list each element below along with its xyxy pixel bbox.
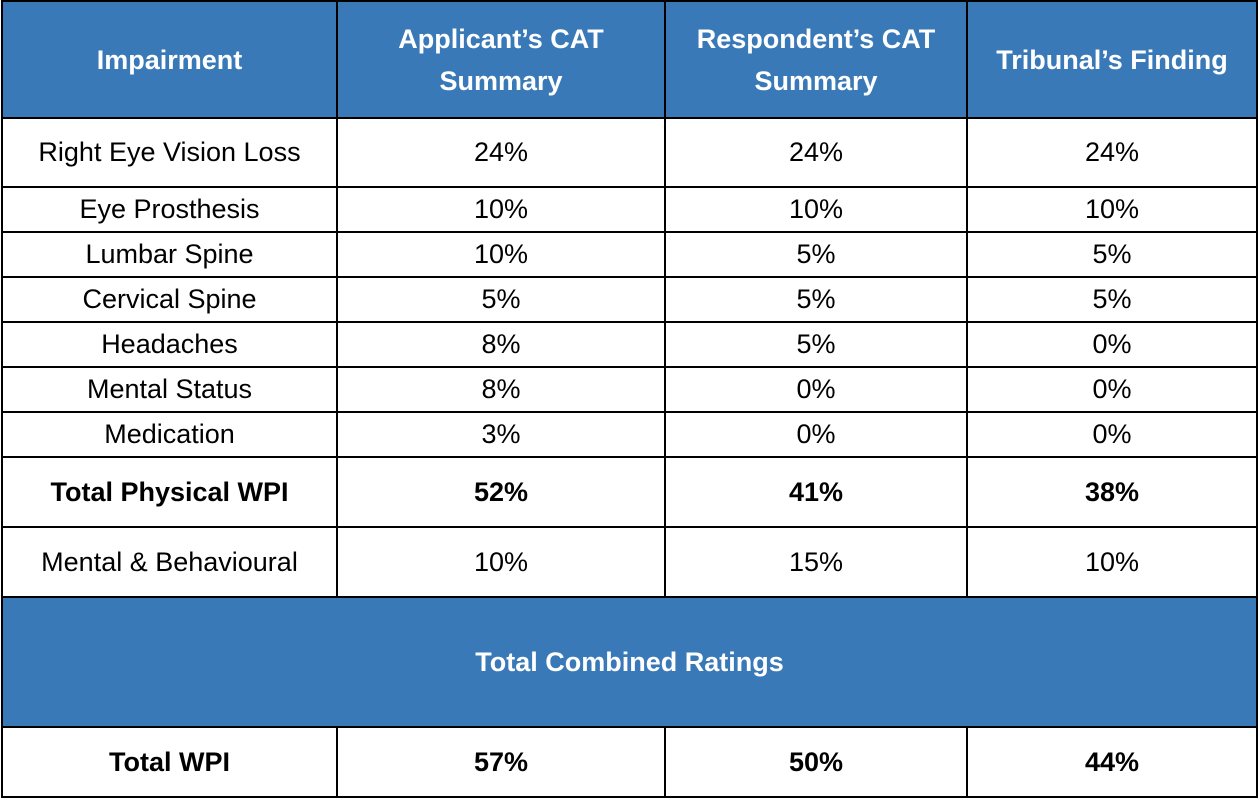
applicant-cell: 24% bbox=[336, 117, 666, 188]
respondent-cell: 5% bbox=[664, 276, 968, 323]
tribunal-cell: 24% bbox=[966, 117, 1258, 188]
applicant-cell: 5% bbox=[336, 276, 666, 323]
table-row: Right Eye Vision Loss 24% 24% 24% bbox=[1, 117, 1258, 188]
applicant-cell: 3% bbox=[336, 411, 666, 458]
header-applicant-cat-summary: Applicant’s CAT Summary bbox=[336, 0, 666, 119]
applicant-cell: 8% bbox=[336, 366, 666, 413]
total-wpi-applicant: 57% bbox=[336, 726, 666, 798]
total-wpi-respondent: 50% bbox=[664, 726, 968, 798]
total-physical-applicant: 52% bbox=[336, 456, 666, 528]
impairment-cell: Cervical Spine bbox=[1, 276, 338, 323]
respondent-cell: 5% bbox=[664, 231, 968, 278]
total-physical-label: Total Physical WPI bbox=[1, 456, 338, 528]
table-row: Headaches 8% 5% 0% bbox=[1, 321, 1258, 368]
table-row: Medication 3% 0% 0% bbox=[1, 411, 1258, 458]
table-row: Eye Prosthesis 10% 10% 10% bbox=[1, 186, 1258, 233]
respondent-cell: 24% bbox=[664, 117, 968, 188]
tribunal-cell: 0% bbox=[966, 321, 1258, 368]
tribunal-cell: 5% bbox=[966, 231, 1258, 278]
table-row: Cervical Spine 5% 5% 5% bbox=[1, 276, 1258, 323]
mental-behavioural-tribunal: 10% bbox=[966, 526, 1258, 598]
header-row: Impairment Applicant’s CAT Summary Respo… bbox=[1, 0, 1258, 119]
applicant-cell: 10% bbox=[336, 186, 666, 233]
impairment-cell: Lumbar Spine bbox=[1, 231, 338, 278]
mental-behavioural-label: Mental & Behavioural bbox=[1, 526, 338, 598]
header-impairment: Impairment bbox=[1, 0, 338, 119]
mental-behavioural-row: Mental & Behavioural 10% 15% 10% bbox=[1, 526, 1258, 598]
total-wpi-label: Total WPI bbox=[1, 726, 338, 798]
total-physical-row: Total Physical WPI 52% 41% 38% bbox=[1, 456, 1258, 528]
table-row: Lumbar Spine 10% 5% 5% bbox=[1, 231, 1258, 278]
impairment-cell: Mental Status bbox=[1, 366, 338, 413]
respondent-cell: 0% bbox=[664, 366, 968, 413]
combined-ratings-banner: Total Combined Ratings bbox=[1, 596, 1258, 728]
total-wpi-row: Total WPI 57% 50% 44% bbox=[1, 726, 1258, 798]
mental-behavioural-applicant: 10% bbox=[336, 526, 666, 598]
header-respondent-cat-summary: Respondent’s CAT Summary bbox=[664, 0, 968, 119]
impairment-cell: Eye Prosthesis bbox=[1, 186, 338, 233]
total-physical-respondent: 41% bbox=[664, 456, 968, 528]
header-tribunal-finding: Tribunal’s Finding bbox=[966, 0, 1258, 119]
tribunal-cell: 5% bbox=[966, 276, 1258, 323]
impairment-cell: Medication bbox=[1, 411, 338, 458]
tribunal-cell: 0% bbox=[966, 366, 1258, 413]
respondent-cell: 0% bbox=[664, 411, 968, 458]
impairment-cell: Headaches bbox=[1, 321, 338, 368]
tribunal-cell: 10% bbox=[966, 186, 1258, 233]
mental-behavioural-respondent: 15% bbox=[664, 526, 968, 598]
applicant-cell: 8% bbox=[336, 321, 666, 368]
table-row: Mental Status 8% 0% 0% bbox=[1, 366, 1258, 413]
respondent-cell: 10% bbox=[664, 186, 968, 233]
total-wpi-tribunal: 44% bbox=[966, 726, 1258, 798]
total-physical-tribunal: 38% bbox=[966, 456, 1258, 528]
applicant-cell: 10% bbox=[336, 231, 666, 278]
respondent-cell: 5% bbox=[664, 321, 968, 368]
impairment-cell: Right Eye Vision Loss bbox=[1, 117, 338, 188]
tribunal-cell: 0% bbox=[966, 411, 1258, 458]
combined-ratings-banner-row: Total Combined Ratings bbox=[1, 596, 1258, 728]
